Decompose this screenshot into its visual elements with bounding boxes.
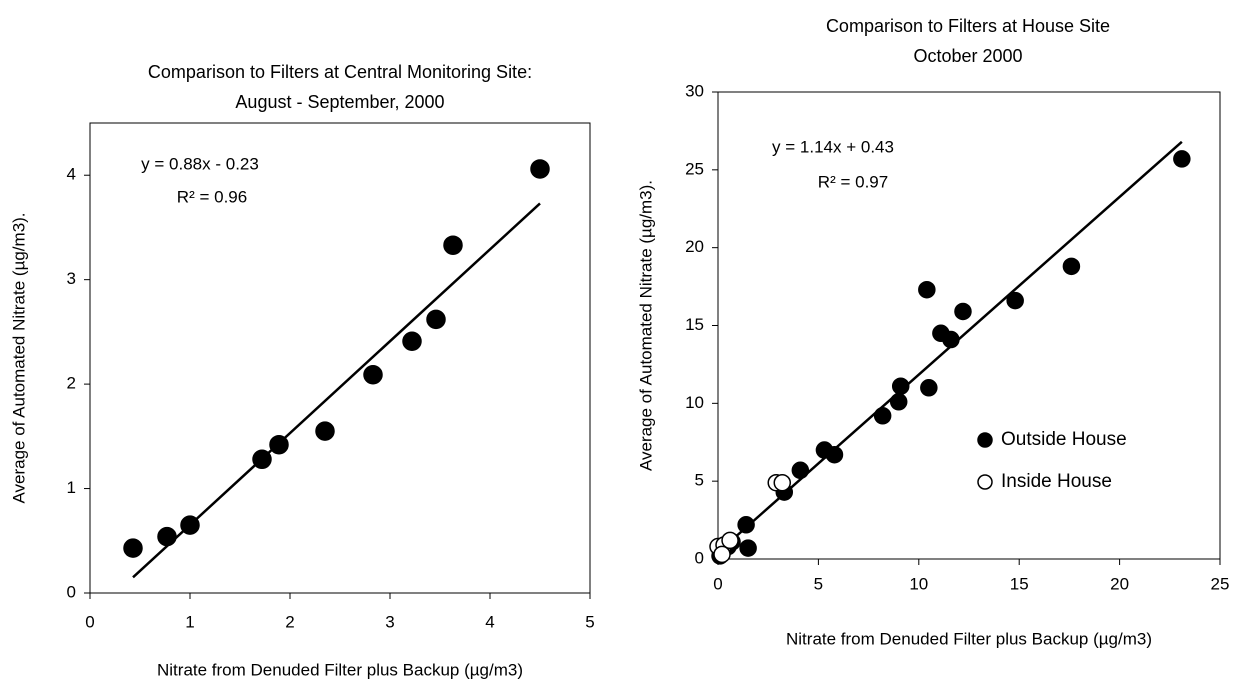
y-axis-label: Average of Automated Nitrate (µg/m3). bbox=[9, 212, 28, 503]
plot-frame bbox=[717, 91, 1221, 560]
plot-frame bbox=[89, 122, 591, 594]
point bbox=[942, 330, 960, 349]
x-tick-label: 5 bbox=[585, 612, 594, 631]
y-tick-label: 20 bbox=[685, 237, 704, 256]
y-tick-label: 25 bbox=[685, 159, 704, 178]
point bbox=[269, 434, 289, 455]
y-tick-label: 4 bbox=[67, 165, 76, 184]
point bbox=[426, 309, 446, 330]
y-tick-label: 5 bbox=[695, 471, 704, 490]
annotation: R² = 0.96 bbox=[177, 187, 247, 206]
point bbox=[737, 516, 755, 534]
point bbox=[918, 280, 936, 299]
point bbox=[825, 445, 844, 464]
annotation: R² = 0.97 bbox=[818, 172, 888, 191]
y-tick-label: 0 bbox=[695, 548, 704, 567]
point bbox=[180, 515, 200, 535]
point bbox=[1006, 291, 1024, 310]
point bbox=[402, 331, 422, 352]
x-tick-label: 0 bbox=[85, 612, 94, 631]
legend-marker bbox=[977, 432, 993, 448]
chart-title: Comparison to Filters at Central Monitor… bbox=[148, 62, 532, 82]
point bbox=[889, 393, 908, 411]
x-tick-label: 0 bbox=[713, 574, 722, 593]
y-axis-label: Average of Automated Nitrate (µg/m3). bbox=[636, 180, 655, 471]
point bbox=[721, 531, 739, 550]
y-tick-label: 10 bbox=[685, 393, 704, 412]
point bbox=[954, 302, 972, 321]
point bbox=[891, 377, 910, 395]
point bbox=[530, 159, 550, 179]
x-axis-label: Nitrate from Denuded Filter plus Backup … bbox=[157, 660, 523, 679]
x-axis-label: Nitrate from Denuded Filter plus Backup … bbox=[786, 629, 1152, 648]
x-tick-label: 5 bbox=[814, 574, 823, 593]
point bbox=[1173, 150, 1191, 168]
y-tick-label: 1 bbox=[67, 478, 76, 497]
point bbox=[157, 526, 177, 547]
x-tick-label: 10 bbox=[909, 574, 928, 593]
y-tick-label: 0 bbox=[67, 582, 76, 601]
point bbox=[791, 461, 810, 480]
point bbox=[873, 407, 892, 425]
legend-marker bbox=[977, 474, 993, 490]
point bbox=[773, 473, 792, 492]
trendline bbox=[132, 202, 541, 579]
annotation: y = 1.14x + 0.43 bbox=[772, 137, 894, 156]
point bbox=[123, 538, 143, 558]
chart-title: October 2000 bbox=[913, 46, 1022, 66]
x-tick-label: 15 bbox=[1010, 574, 1029, 593]
x-tick-label: 4 bbox=[485, 612, 494, 631]
point bbox=[1062, 257, 1081, 276]
point bbox=[713, 545, 731, 564]
x-tick-label: 25 bbox=[1211, 574, 1230, 593]
y-tick-label: 3 bbox=[67, 269, 76, 288]
x-tick-label: 20 bbox=[1110, 574, 1129, 593]
point bbox=[363, 364, 383, 385]
x-tick-label: 1 bbox=[185, 612, 194, 631]
point bbox=[315, 421, 335, 441]
x-tick-label: 2 bbox=[285, 612, 294, 631]
chart-title: August - September, 2000 bbox=[235, 92, 444, 112]
annotation: y = 0.88x - 0.23 bbox=[141, 154, 259, 173]
y-tick-label: 2 bbox=[67, 374, 76, 393]
point bbox=[252, 449, 272, 470]
y-tick-label: 30 bbox=[685, 81, 704, 100]
point bbox=[739, 539, 757, 557]
legend-label: Outside House bbox=[1001, 429, 1127, 450]
point bbox=[443, 235, 463, 255]
legend-label: Inside House bbox=[1001, 471, 1112, 492]
chart-title: Comparison to Filters at House Site bbox=[826, 16, 1110, 36]
x-tick-label: 3 bbox=[385, 612, 394, 631]
point bbox=[920, 379, 938, 397]
y-tick-label: 15 bbox=[685, 315, 704, 334]
